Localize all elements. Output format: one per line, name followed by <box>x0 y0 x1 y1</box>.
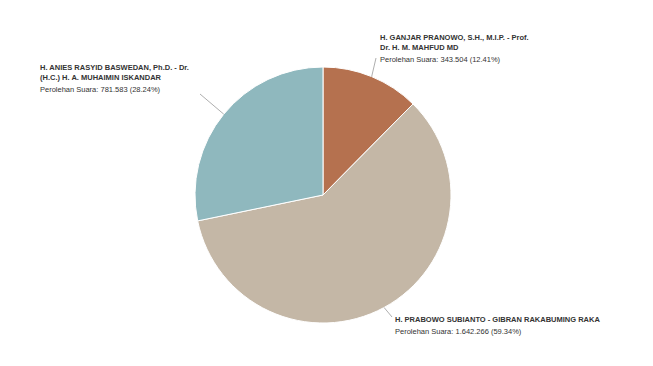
svg-text:H. GANJAR PRANOWO, S.H., M.I.P: H. GANJAR PRANOWO, S.H., M.I.P. - Prof.D… <box>380 33 529 64</box>
svg-text:H. PRABOWO SUBIANTO - GIBRAN R: H. PRABOWO SUBIANTO - GIBRAN RAKABUMING … <box>395 315 600 336</box>
svg-text:H. ANIES RASYID BASWEDAN, Ph.D: H. ANIES RASYID BASWEDAN, Ph.D. - Dr.(H.… <box>40 63 189 94</box>
